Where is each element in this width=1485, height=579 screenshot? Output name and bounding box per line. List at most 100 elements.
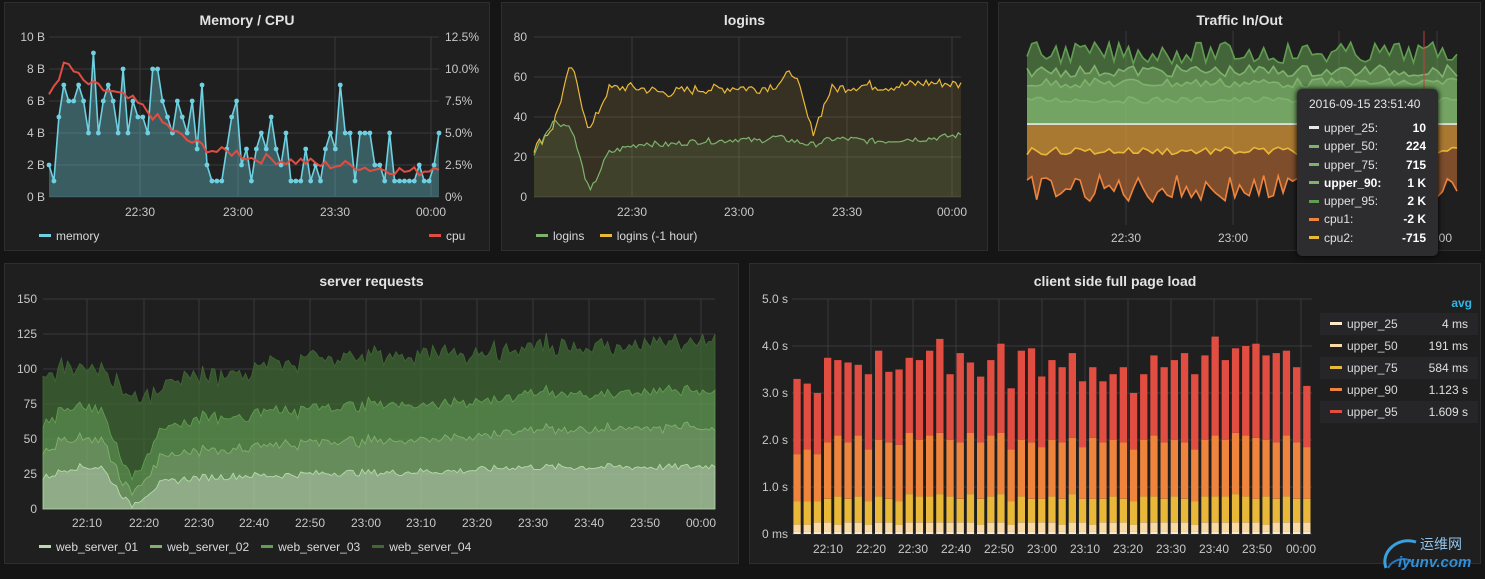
point-memory	[130, 98, 136, 104]
legend-item[interactable]: web_server_02	[150, 540, 249, 554]
bar-segment-upper_25	[1058, 531, 1066, 534]
server-requests-chart[interactable]: 150 125 100 75 50 25 0 22:10 22:20 22:30 22:40 22:5…	[5, 264, 739, 564]
legend-item[interactable]: web_server_04	[372, 540, 471, 554]
bar-segment-upper_75	[1180, 498, 1189, 523]
panel-title[interactable]: Memory / CPU	[199, 12, 295, 28]
bar-segment-upper_90	[1109, 440, 1117, 497]
x-tick: 22:30	[125, 205, 155, 219]
x-tick: 22:30	[617, 205, 647, 219]
y-tick: 80	[514, 30, 528, 44]
x-tick: 22:10	[813, 542, 843, 556]
point-memory	[426, 178, 432, 184]
legend-memory[interactable]: memory	[39, 229, 99, 243]
panel-title[interactable]: client side full page load	[1033, 273, 1197, 289]
bar-segment-upper_75	[1129, 501, 1138, 525]
legend-item-logins[interactable]: logins	[536, 229, 584, 243]
bar-segment-upper_95	[1078, 381, 1087, 448]
panel-server-requests[interactable]: server requests 150 125 100 75 50 25 0 22:10 22:…	[4, 263, 739, 564]
panel-title[interactable]: Traffic In/Out	[1196, 12, 1283, 28]
point-memory	[397, 178, 402, 184]
y-tick: 2.0 s	[762, 433, 788, 447]
x-tick: 23:00	[1218, 231, 1248, 245]
bar-segment-upper_75	[1140, 496, 1148, 523]
bar-segment-upper_95	[1303, 385, 1311, 447]
y-tick-left: 4 B	[27, 126, 45, 140]
point-memory	[76, 82, 82, 88]
tooltip-series-label: upper_90:	[1309, 174, 1381, 192]
bar-segment-upper_50	[885, 522, 893, 532]
tooltip-row: cpu1: -2 K	[1309, 210, 1426, 228]
x-tick: 23:40	[1199, 542, 1229, 556]
legend-row[interactable]: upper_25 4 ms	[1320, 313, 1478, 335]
bar-segment-upper_50	[1140, 522, 1148, 532]
legend-header-avg[interactable]: avg	[1451, 296, 1472, 310]
tooltip-swatch	[1309, 162, 1319, 166]
bar-segment-upper_90	[1211, 435, 1219, 497]
panel-logins[interactable]: logins 80 60 40 20 0 22:30 23:00 23:30 00:00 log…	[501, 2, 988, 251]
bar-segment-upper_95	[956, 353, 964, 443]
legend-swatch	[372, 545, 385, 549]
x-tick: 23:20	[1113, 542, 1143, 556]
legend-label: upper_50	[1347, 339, 1398, 353]
bar-segment-upper_25	[1211, 531, 1219, 534]
legend-avg-value: 191 ms	[1428, 339, 1468, 353]
legend-item[interactable]: web_server_01	[39, 540, 138, 554]
point-memory	[387, 130, 393, 136]
tooltip-value: 2 K	[1407, 194, 1426, 209]
bar-segment-upper_90	[1231, 432, 1240, 494]
legend-row[interactable]: upper_50 191 ms	[1320, 335, 1478, 357]
bar-segment-upper_95	[1293, 367, 1301, 443]
legend-cpu[interactable]: cpu	[429, 229, 465, 243]
bar-segment-upper_50	[1242, 522, 1250, 532]
bar-segment-upper_95	[844, 362, 852, 443]
bar-segment-upper_90	[824, 442, 832, 499]
logins-chart[interactable]: 80 60 40 20 0 22:30 23:00 23:30 00:00	[502, 3, 988, 251]
legend-item[interactable]: web_server_03	[261, 540, 360, 554]
point-memory	[249, 178, 254, 184]
bar-segment-upper_75	[803, 501, 811, 525]
bar-segment-upper_90	[1252, 437, 1260, 499]
bar-segment-upper_75	[1160, 498, 1168, 523]
series-line-upper_75	[1026, 76, 1458, 89]
legend-series: upper_50	[1330, 335, 1398, 357]
bar-segment-upper_25	[1078, 531, 1087, 534]
bar-segment-upper_25	[1293, 531, 1301, 534]
bar-segment-upper_75	[1293, 498, 1301, 523]
legend-series: upper_95	[1330, 401, 1398, 423]
legend-swatch	[599, 234, 612, 238]
legend-item-logins-prev[interactable]: logins (-1 hour)	[599, 229, 697, 243]
point-memory	[234, 98, 239, 104]
bar-segment-upper_90	[1272, 442, 1280, 499]
y-tick: 0 ms	[762, 527, 788, 541]
y-tick: 25	[24, 467, 38, 481]
bar-segment-upper_75	[1027, 498, 1036, 523]
bar-segment-upper_75	[1007, 501, 1015, 525]
y-tick: 4.0 s	[762, 339, 788, 353]
bar-segment-upper_95	[1252, 343, 1260, 438]
bar-segment-upper_90	[864, 449, 873, 502]
panel-title[interactable]: logins	[723, 12, 766, 28]
panel-title[interactable]: server requests	[319, 273, 424, 289]
bar-segment-upper_25	[803, 531, 811, 534]
legend-swatch	[39, 234, 51, 238]
bar-segment-upper_75	[987, 496, 995, 523]
legend-row[interactable]: upper_95 1.609 s	[1320, 401, 1478, 423]
x-tick: 23:30	[518, 516, 548, 530]
point-memory	[402, 178, 407, 184]
point-memory	[431, 162, 437, 168]
bar-segment-upper_25	[1282, 531, 1291, 534]
page-load-chart[interactable]: 5.0 s 4.0 s 3.0 s 2.0 s 1.0 s 0 ms 22:10 22:20 2…	[750, 264, 1320, 564]
bar-segment-upper_95	[885, 371, 893, 443]
legend-row[interactable]: upper_90 1.123 s	[1320, 379, 1478, 401]
panel-memory-cpu[interactable]: Memory / CPU 10 B 12.5% 8 B 10.0% 6 B 7.5% 4 B…	[4, 2, 490, 251]
tooltip-swatch	[1309, 236, 1319, 240]
legend-row[interactable]: upper_75 584 ms	[1320, 357, 1478, 379]
point-memory	[179, 114, 185, 120]
bar-segment-upper_95	[977, 376, 985, 443]
x-tick: 22:40	[941, 542, 971, 556]
bar-segment-upper_25	[834, 531, 842, 534]
bar-segment-upper_75	[1191, 501, 1199, 525]
legend-swatch	[1330, 388, 1342, 392]
bar-segment-upper_90	[875, 440, 883, 497]
memory-cpu-chart[interactable]: 10 B 12.5% 8 B 10.0% 6 B 7.5% 4 B 5.0% 2 B 2.5% 0 …	[5, 3, 490, 251]
